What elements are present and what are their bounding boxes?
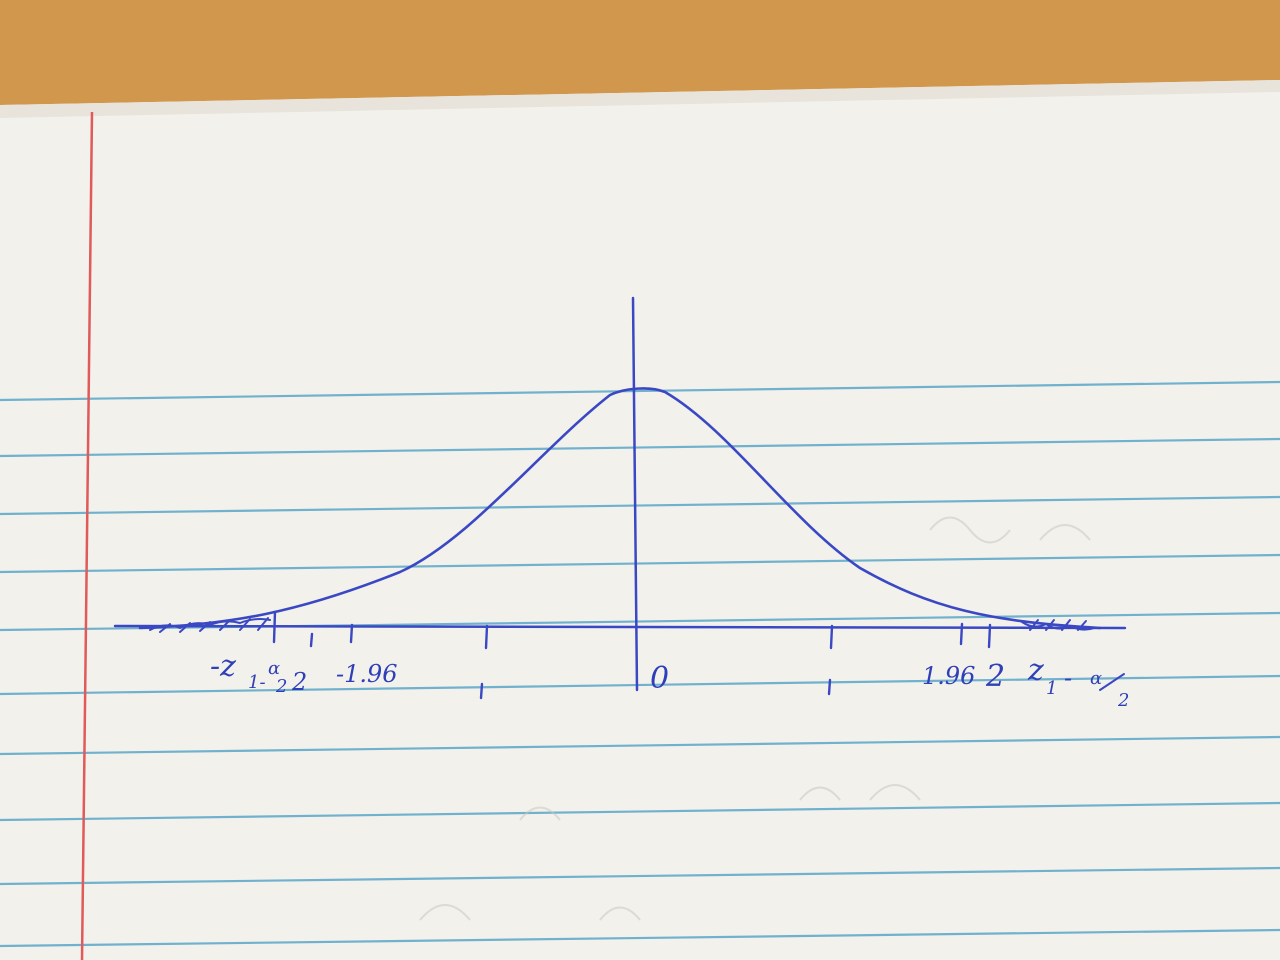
label-left-critical: -z 1- α 2 <box>210 649 287 697</box>
label-pos-196: 1.96 <box>922 662 975 690</box>
right-crit-dash: - <box>1064 664 1072 692</box>
axis-ticks <box>272 610 992 700</box>
paper-top-edge <box>0 80 1280 118</box>
bell-curve <box>138 387 1102 630</box>
left-crit-frac-num: α <box>268 658 280 679</box>
left-crit-sub: 1- <box>248 672 266 693</box>
bleed-through-marks <box>419 516 1091 921</box>
vertical-axis <box>631 296 639 692</box>
paper-sheet <box>0 80 1280 960</box>
label-right-critical: z 1 - α 2 <box>1027 653 1129 711</box>
right-crit-main: z <box>1027 653 1044 688</box>
label-pos-two: 2 <box>985 659 1005 694</box>
right-crit-frac-den: 2 <box>1117 690 1129 711</box>
label-zero: 0 <box>650 661 669 696</box>
margin-line <box>80 111 94 960</box>
right-crit-frac-num: α <box>1090 668 1102 689</box>
left-crit-main: -z <box>210 649 236 684</box>
right-crit-frac-bar <box>1099 673 1125 691</box>
horizontal-axis <box>113 624 1127 630</box>
right-crit-sub: 1 <box>1046 678 1057 699</box>
label-left-two: 2 <box>291 668 307 696</box>
left-tail-shading <box>149 617 271 633</box>
label-neg-196: -1.96 <box>336 660 398 688</box>
left-crit-frac-den: 2 <box>275 676 287 697</box>
right-tail-shading <box>1021 619 1095 631</box>
